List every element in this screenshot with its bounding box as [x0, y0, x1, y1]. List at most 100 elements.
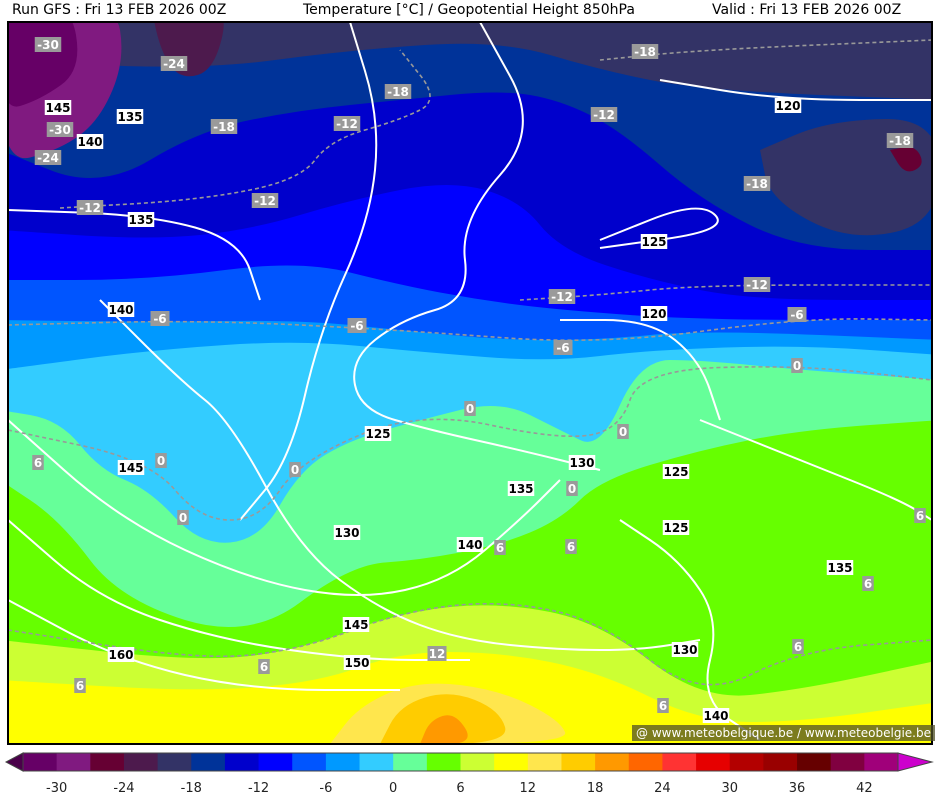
- colorbar-swatch: [729, 753, 764, 771]
- temperature-label: 0: [617, 424, 629, 439]
- patch-m21: [760, 118, 932, 236]
- temperature-label-text: -18: [889, 134, 911, 148]
- temperature-label-text: 0: [291, 463, 299, 477]
- temperature-label-text: 0: [568, 482, 576, 496]
- height-label-text: 135: [508, 482, 533, 496]
- temperature-label: -12: [590, 107, 618, 122]
- temperature-label: -6: [787, 307, 807, 322]
- colorbar-swatch: [23, 753, 58, 771]
- height-contour: [599, 207, 719, 249]
- temperature-label-text: -30: [37, 38, 59, 52]
- colorbar-swatch: [864, 753, 899, 771]
- colorbar: -30 -24 -18 -12 -6 0 6 12 18 24 30 36 42: [4, 752, 934, 796]
- temperature-label-text: -18: [213, 120, 235, 134]
- colorbar-swatch: [830, 753, 865, 771]
- height-label-text: 125: [663, 521, 688, 535]
- temperature-label-text: 0: [619, 425, 627, 439]
- height-label: 120: [774, 98, 802, 113]
- temperature-label-text: 6: [864, 577, 872, 591]
- colorbar-swatch: [325, 753, 361, 771]
- height-label: 125: [640, 234, 668, 249]
- isotherm-contour: [8, 602, 932, 686]
- colorbar-tick-label: 42: [856, 781, 873, 796]
- temperature-label: -12: [333, 116, 361, 131]
- height-label: 140: [76, 134, 104, 149]
- height-label-text: 145: [45, 101, 70, 115]
- colorbar-swatch: [763, 753, 798, 771]
- temperature-label: 6: [258, 659, 270, 674]
- colorbar-tick-label: -30: [46, 781, 67, 796]
- height-label-text: 145: [343, 618, 368, 632]
- temperature-label-text: -6: [556, 341, 569, 355]
- temperature-label: -18: [384, 84, 412, 99]
- temperature-label: -30: [46, 122, 74, 137]
- temperature-label: -18: [210, 119, 238, 134]
- temperature-label-text: 6: [659, 699, 667, 713]
- height-contour: [559, 319, 721, 421]
- height-label: 160: [107, 647, 135, 662]
- isotherm-contour: [8, 318, 932, 341]
- height-label-text: 140: [703, 709, 728, 723]
- temperature-label: -18: [743, 176, 771, 191]
- temperature-label: -18: [886, 133, 914, 148]
- colorbar-below-arrow: [4, 752, 24, 772]
- colorbar-swatch: [460, 753, 495, 771]
- temperature-label-text: -12: [79, 201, 101, 215]
- temperature-label: 6: [657, 698, 669, 713]
- height-label-text: 160: [108, 648, 133, 662]
- temperature-label-text: 12: [429, 647, 446, 661]
- height-label: 135: [826, 560, 854, 575]
- map-frame: [7, 21, 933, 745]
- colorbar-swatch: [157, 753, 192, 771]
- temperature-label: -18: [631, 44, 659, 59]
- temperature-label-text: 0: [157, 454, 165, 468]
- temperature-label: -6: [553, 340, 573, 355]
- temperature-label: 6: [494, 540, 506, 555]
- temperature-label: 0: [155, 453, 167, 468]
- isotherm-contour: [8, 366, 932, 521]
- height-contour: [8, 419, 561, 596]
- colorbar-tick-label: -18: [181, 781, 202, 796]
- height-contour: [239, 22, 378, 521]
- patch-m27: [890, 147, 922, 172]
- colorbar-swatch: [258, 753, 293, 771]
- temperature-label-text: 0: [793, 359, 801, 373]
- temperature-label: -6: [347, 318, 367, 333]
- temperature-label: 0: [566, 481, 578, 496]
- temperature-label-text: -18: [746, 177, 768, 191]
- temperature-label: 6: [565, 539, 577, 554]
- colorbar-swatch: [527, 753, 562, 771]
- colorbar-swatch: [393, 753, 428, 771]
- colorbar-tick-label: 24: [654, 781, 671, 796]
- height-label-text: 120: [775, 99, 800, 113]
- isotherm-contour: [59, 49, 431, 209]
- height-label: 140: [702, 708, 730, 723]
- colorbar-tick-label: -12: [248, 781, 269, 796]
- height-label: 145: [44, 100, 72, 115]
- valid-time: Valid : Fri 13 FEB 2026 00Z: [712, 2, 902, 18]
- height-label: 135: [507, 481, 535, 496]
- height-label: 130: [333, 525, 361, 540]
- colorbar-tick-label: 6: [456, 781, 464, 796]
- colorbar-swatch: [595, 753, 630, 771]
- height-label-text: 140: [457, 538, 482, 552]
- colorbar-swatch: [561, 753, 596, 771]
- temperature-label-text: 6: [916, 509, 924, 523]
- temperature-label: 12: [427, 646, 447, 661]
- height-label-text: 130: [334, 526, 359, 540]
- height-label: 150: [343, 655, 371, 670]
- isotherm-contour: [599, 39, 932, 61]
- temperature-label: -12: [251, 193, 279, 208]
- temperature-label-text: -24: [37, 151, 59, 165]
- colorbar-tick-label: 12: [520, 781, 537, 796]
- height-contour: [8, 599, 400, 691]
- height-label-text: 135: [117, 110, 142, 124]
- temperature-label-text: 0: [466, 402, 474, 416]
- temperature-label: 6: [862, 576, 874, 591]
- colorbar-swatch: [662, 753, 697, 771]
- patch-18: [420, 715, 468, 744]
- map-title: Temperature [°C] / Geopotential Height 8…: [303, 2, 635, 18]
- temperature-label-text: -12: [551, 290, 573, 304]
- colorbar-swatch: [292, 753, 327, 771]
